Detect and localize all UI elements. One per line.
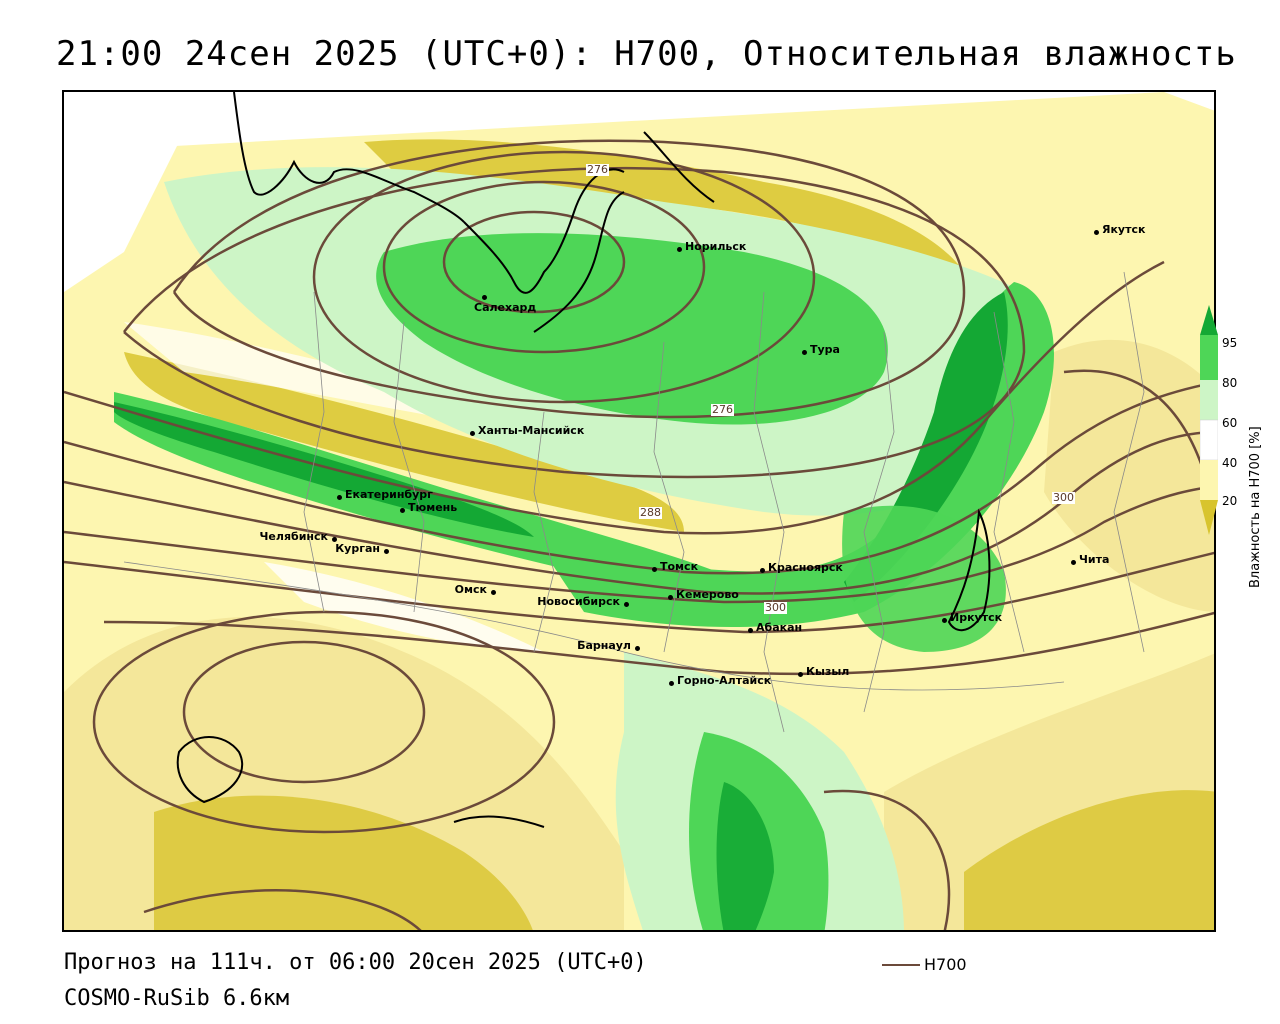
legend-tick: 40 bbox=[1222, 456, 1238, 470]
dry-area-southwest-dark bbox=[154, 795, 533, 930]
model-name: COSMO-RuSib 6.6км bbox=[64, 986, 290, 1011]
contour-label: 276 bbox=[711, 403, 734, 416]
city-label: Тура bbox=[810, 343, 840, 356]
moist-area-baikal bbox=[842, 505, 1006, 652]
city-dot bbox=[669, 681, 674, 686]
legend-tick: 20 bbox=[1222, 494, 1238, 508]
city-label: Екатеринбург bbox=[345, 488, 433, 501]
map-canvas bbox=[64, 92, 1214, 930]
city-label: Тюмень bbox=[408, 501, 458, 514]
city-dot bbox=[668, 595, 673, 600]
moist-core-north bbox=[376, 233, 888, 425]
city-dot bbox=[748, 628, 753, 633]
dry-area-southeast-dark bbox=[964, 790, 1214, 930]
city-dot bbox=[470, 431, 475, 436]
dry-area-east bbox=[1044, 339, 1214, 612]
contour-legend-label: H700 bbox=[924, 955, 967, 974]
city-dot bbox=[384, 549, 389, 554]
city-dot bbox=[652, 567, 657, 572]
legend-caption: Влажность на H700 [%] bbox=[1240, 350, 1270, 590]
h700-contours bbox=[64, 139, 1214, 930]
city-label: Абакан bbox=[756, 621, 803, 634]
contour-label: 300 bbox=[764, 601, 787, 614]
city-label: Томск bbox=[660, 560, 699, 573]
city-dot bbox=[491, 590, 496, 595]
map-title: 21:00 24сен 2025 (UTC+0): H700, Относите… bbox=[56, 34, 1237, 74]
city-dot bbox=[624, 602, 629, 607]
city-label: Курган bbox=[335, 542, 380, 555]
city-dot bbox=[337, 495, 342, 500]
city-dot bbox=[332, 537, 337, 542]
humidity-map: Салехард Норильск Тура Якутск Ханты-Мансийск… bbox=[62, 90, 1216, 932]
city-label: Якутск bbox=[1102, 223, 1146, 236]
city-label: Кемерово bbox=[676, 588, 739, 601]
city-dot bbox=[482, 295, 487, 300]
city-dot bbox=[760, 568, 765, 573]
city-dot bbox=[677, 247, 682, 252]
city-label: Ханты-Мансийск bbox=[478, 424, 585, 437]
city-dot bbox=[798, 672, 803, 677]
coastline bbox=[176, 92, 991, 828]
contour-label: 288 bbox=[639, 506, 662, 519]
city-label: Челябинск bbox=[259, 530, 328, 543]
city-label: Омск bbox=[454, 583, 487, 596]
moist-band-west-dark bbox=[114, 402, 534, 537]
city-dot bbox=[1071, 560, 1076, 565]
region-borders bbox=[123, 271, 1145, 733]
contour-label: 300 bbox=[1052, 491, 1075, 504]
city-dot bbox=[635, 646, 640, 651]
city-label: Барнаул bbox=[577, 639, 631, 652]
legend-caption-text: Влажность на H700 [%] bbox=[1248, 426, 1263, 588]
city-label: Иркутск bbox=[950, 611, 1003, 624]
forecast-info: Прогноз на 111ч. от 06:00 20сен 2025 (UT… bbox=[64, 950, 647, 975]
city-label: Салехард bbox=[474, 301, 537, 314]
humidity-colorbar bbox=[1200, 305, 1218, 535]
contour-legend-line bbox=[882, 964, 920, 966]
city-label: Новосибирск bbox=[537, 595, 620, 608]
legend-tick: 80 bbox=[1222, 376, 1238, 390]
contour-label: 276 bbox=[586, 163, 609, 176]
dry-band-west bbox=[124, 352, 684, 532]
legend-tick: 60 bbox=[1222, 416, 1238, 430]
city-label: Красноярск bbox=[768, 561, 843, 574]
city-label: Чита bbox=[1079, 553, 1110, 566]
city-label: Горно-Алтайск bbox=[677, 674, 772, 687]
city-label: Норильск bbox=[685, 240, 747, 253]
city-dot bbox=[802, 350, 807, 355]
city-label: Кызыл bbox=[806, 665, 850, 678]
city-dot bbox=[400, 508, 405, 513]
city-dot bbox=[942, 618, 947, 623]
legend-tick: 95 bbox=[1222, 336, 1238, 350]
city-dot bbox=[1094, 230, 1099, 235]
